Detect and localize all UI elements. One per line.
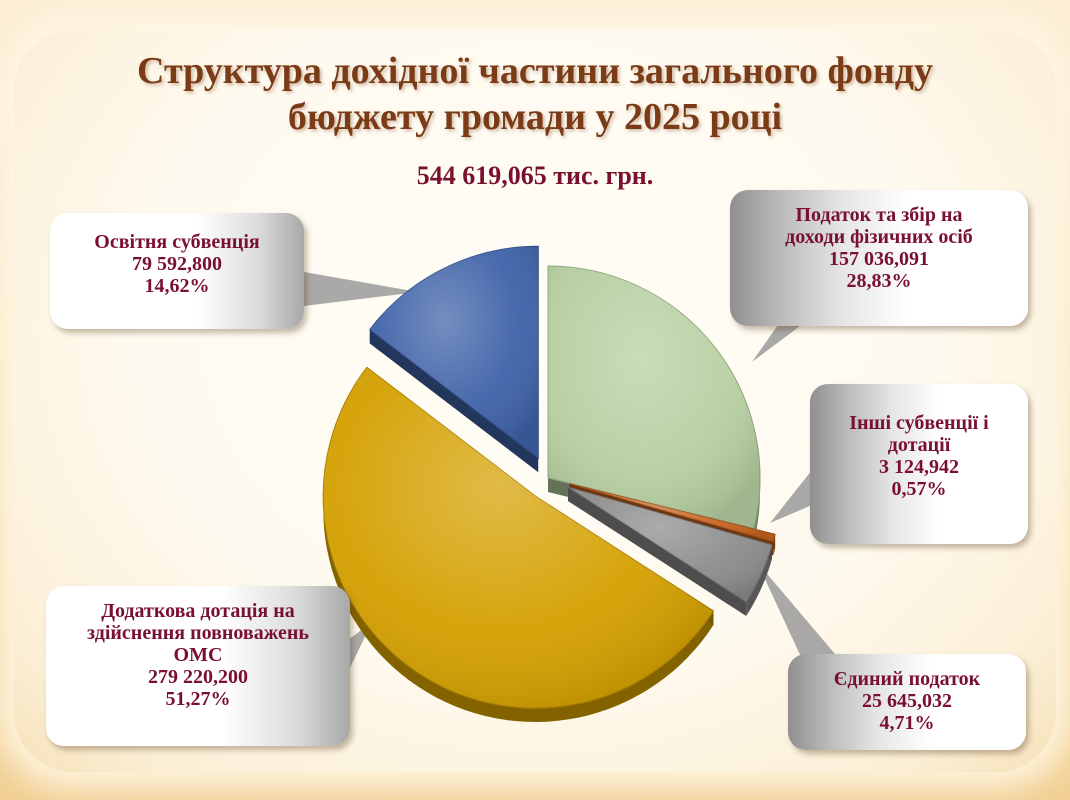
callout-grant-label-1: Додаткова дотація на — [101, 600, 295, 622]
callout-grant-label-3: ОМС — [173, 644, 223, 666]
callout-additional-grant: Додаткова дотація на здійснення повноваж… — [46, 586, 350, 746]
callout-grant-label-2: здійснення повноважень — [87, 622, 309, 644]
pie-slice-wall-education-subvention-0 — [369, 329, 539, 473]
pie-slice-side-single-tax — [746, 545, 772, 616]
callout-grant-percent: 51,27% — [165, 688, 231, 710]
callout-grant-value: 279 220,200 — [148, 666, 248, 688]
pie-slice-gloss-pit — [548, 266, 761, 529]
callout-other-subventions: Інші субвенції і дотації 3 124,942 0,57% — [810, 384, 1028, 544]
leader-education-subvention — [304, 272, 418, 306]
callout-other-percent: 0,57% — [891, 478, 947, 500]
callout-other-label-1: Інші субвенції і — [849, 412, 989, 434]
callout-pit-label-2: доходи фізичних осіб — [785, 226, 973, 248]
pie-slice-gloss-education-subvention — [369, 246, 539, 459]
chart-title: Структура дохідної частини загального фо… — [40, 48, 1030, 140]
chart-title-line-1: Структура дохідної частини загального фо… — [137, 50, 933, 92]
pie-slice-gloss-additional-grant — [323, 367, 714, 709]
callout-single-value: 25 645,032 — [862, 690, 952, 712]
callout-other-value: 3 124,942 — [879, 456, 959, 478]
pie-slice-gloss-other-subventions — [569, 483, 776, 542]
callout-edu-label: Освітня субвенція — [94, 231, 260, 253]
leader-other-subventions — [770, 470, 812, 523]
callout-other-label-2: дотації — [887, 434, 951, 456]
callout-single-tax: Єдиний податок 25 645,032 4,71% — [788, 654, 1026, 750]
callout-edu-value: 79 592,800 — [132, 253, 222, 275]
leader-single-tax — [757, 562, 835, 672]
callout-edu-percent: 14,62% — [144, 275, 210, 297]
pie-slice-gloss-single-tax — [568, 487, 772, 602]
pie-slice-wall-single-tax-1 — [568, 487, 747, 616]
callout-pit-label-1: Податок та збір на — [795, 204, 963, 226]
total-amount: 544 619,065 тис. грн. — [416, 161, 654, 190]
callout-single-label: Єдиний податок — [833, 668, 981, 690]
callout-single-percent: 4,71% — [879, 712, 935, 734]
leader-pit — [752, 322, 800, 362]
callout-pit-percent: 28,83% — [846, 270, 912, 292]
callout-pit: Податок та збір на доходи фізичних осіб … — [730, 190, 1028, 326]
chart-title-line-2: бюджету громади у 2025 році — [287, 96, 783, 138]
callout-education-subvention: Освітня субвенція 79 592,800 14,62% — [50, 213, 304, 329]
callout-pit-value: 157 036,091 — [829, 248, 929, 270]
